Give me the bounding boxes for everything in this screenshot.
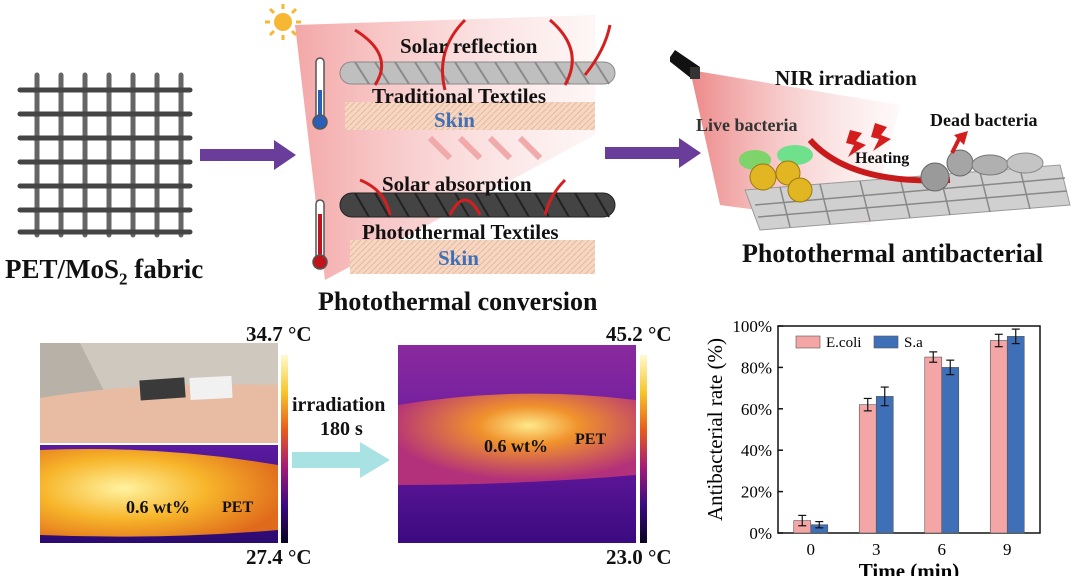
- release-arrow: [950, 136, 962, 154]
- y-tick-label: 40%: [741, 441, 772, 460]
- skin-label-bottom: Skin: [438, 246, 479, 270]
- y-axis-label: Antibacterial rate (%): [703, 338, 727, 521]
- live-bacteria: [739, 145, 813, 203]
- arm-photo: [40, 343, 278, 443]
- flashlight-icon: [668, 50, 700, 79]
- x-tick-label: 9: [1003, 540, 1012, 559]
- sun-icon: [265, 4, 301, 40]
- absorption-arrows: [359, 178, 567, 216]
- antibacterial-caption: Photothermal antibacterial: [742, 239, 1044, 268]
- y-tick-label: 100%: [732, 317, 772, 336]
- x-axis-label: Time (min): [859, 559, 960, 576]
- irradiation-time-label: 180 s: [320, 418, 363, 440]
- thermal-right-drawing: [398, 345, 636, 543]
- x-tick-label: 0: [807, 540, 816, 559]
- antibacterial-panel: [668, 45, 1075, 235]
- antibacterial-bar-chart: 0% 20% 40% 60% 80% 100% 0 3 6 9 Time (min) Antibact…: [703, 317, 1041, 576]
- bar-sa: [941, 367, 960, 534]
- live-bacteria-label: Live bacteria: [696, 115, 798, 135]
- bar-sa: [875, 396, 894, 534]
- release-arrowhead: [954, 131, 968, 145]
- fabric-mesh-image: [17, 72, 193, 238]
- bar-sa: [1006, 336, 1025, 534]
- legend-label: E.coli: [826, 335, 861, 351]
- legend-swatch: [795, 335, 821, 349]
- irradiation-arrow: [292, 442, 390, 478]
- y-tick-label: 0%: [749, 524, 772, 543]
- y-tick-label: 60%: [741, 400, 772, 419]
- fabric-label-subscript: 2: [119, 269, 128, 289]
- fabric-panel: [15, 70, 195, 250]
- right-min-temp: 23.0 °C: [606, 545, 672, 569]
- thermal-image-left: [40, 445, 278, 543]
- left-min-temp: 27.4 °C: [246, 545, 312, 569]
- thermal-image-right: [398, 345, 636, 543]
- right-sample-label: 0.6 wt%: [484, 436, 548, 456]
- y-tick-label: 80%: [741, 358, 772, 377]
- reflection-arrows: [354, 18, 612, 91]
- conversion-panel: [265, 0, 635, 300]
- plot-frame: [777, 325, 1041, 534]
- skin-layer-bottom: [350, 240, 595, 274]
- legend-label: S.a: [904, 335, 923, 351]
- skin-layer-top: [345, 102, 595, 130]
- traditional-textiles-label: Traditional Textiles: [372, 84, 547, 108]
- absorption-rays: [427, 135, 543, 161]
- heat-bolt-icons: [846, 123, 891, 157]
- photothermal-textiles-label: Photothermal Textiles: [362, 220, 559, 244]
- fabric-label: PET/MoS2 fabric: [5, 254, 203, 289]
- conversion-caption: Photothermal conversion: [318, 287, 598, 316]
- colorbar-right: [640, 355, 647, 543]
- left-max-temp: 34.7 °C: [246, 322, 312, 346]
- y-tick-label: 20%: [741, 483, 772, 502]
- left-sample-label: 0.6 wt%: [126, 497, 190, 517]
- solar-absorption-label: Solar absorption: [382, 172, 532, 196]
- legend-swatch: [873, 335, 899, 349]
- thermometer-hot-icon: [312, 199, 328, 270]
- dead-bacteria: [920, 149, 1044, 192]
- thermometer-cool-icon: [312, 57, 328, 130]
- thermal-left-drawing: [40, 445, 278, 543]
- heating-label: Heating: [855, 150, 910, 167]
- arm-photo-drawing: [40, 343, 278, 443]
- bar-ecoli: [858, 404, 877, 534]
- right-pet-label: PET: [575, 431, 607, 448]
- x-tick-label: 6: [938, 540, 947, 559]
- nir-label: NIR irradiation: [775, 66, 917, 90]
- dead-bacteria-label: Dead bacteria: [930, 110, 1038, 130]
- bar-ecoli: [989, 340, 1008, 534]
- antibacterial-illustration: [668, 50, 1071, 231]
- irradiation-label: irradiation: [292, 394, 386, 416]
- colorbar-left: [281, 355, 288, 543]
- conversion-illustration: [265, 4, 616, 280]
- right-max-temp: 45.2 °C: [606, 322, 672, 346]
- flow-arrow-1: [200, 140, 296, 170]
- fabric-label-suffix: fabric: [127, 254, 204, 284]
- solar-reflection-label: Solar reflection: [400, 34, 538, 58]
- left-pet-label: PET: [222, 499, 254, 516]
- skin-label-top: Skin: [434, 108, 475, 132]
- fabric-label-main: PET/MoS: [5, 254, 120, 284]
- flow-arrow-2: [605, 138, 701, 168]
- bar-ecoli: [924, 356, 943, 534]
- x-tick-label: 3: [872, 540, 881, 559]
